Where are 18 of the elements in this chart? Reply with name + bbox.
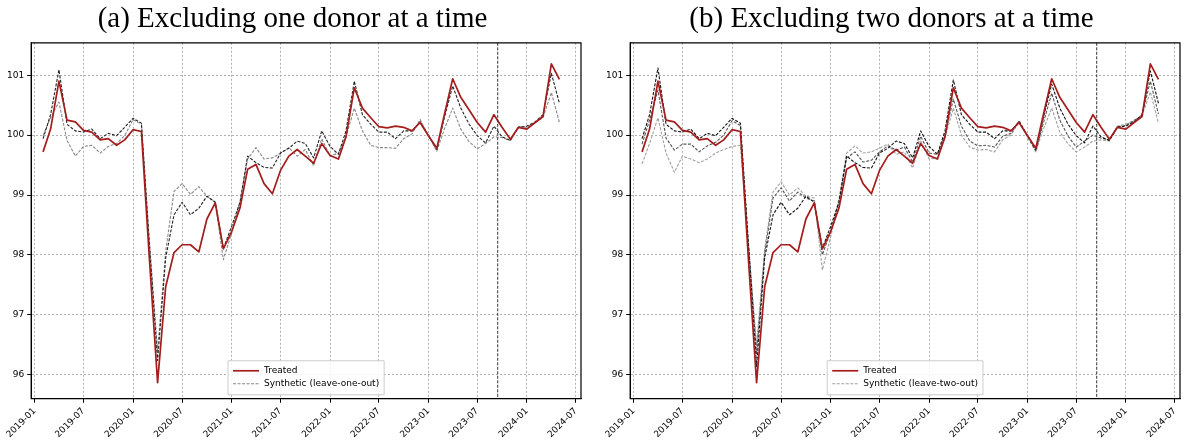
legend-label: Treated [263, 365, 298, 376]
legend-label: Synthetic (leave-one-out) [264, 378, 380, 389]
y-tick-label: 100 [6, 129, 25, 140]
y-tick-label: 100 [605, 129, 624, 140]
y-tick-label: 99 [12, 189, 25, 200]
y-tick-label: 96 [12, 369, 25, 380]
legend-label: Synthetic (leave-two-out) [863, 378, 978, 389]
chart-title: (b) Excluding two donors at a time [689, 1, 1094, 35]
y-tick-label: 98 [611, 249, 624, 260]
legend-label: Treated [862, 365, 897, 376]
y-tick-label: 101 [6, 69, 25, 80]
y-tick-label: 96 [611, 369, 624, 380]
y-tick-label: 98 [12, 249, 25, 260]
y-tick-label: 101 [605, 69, 624, 80]
y-tick-label: 99 [611, 189, 624, 200]
y-tick-label: 97 [611, 309, 624, 320]
chart-title: (a) Excluding one donor at a time [97, 1, 488, 35]
y-tick-label: 97 [12, 309, 25, 320]
